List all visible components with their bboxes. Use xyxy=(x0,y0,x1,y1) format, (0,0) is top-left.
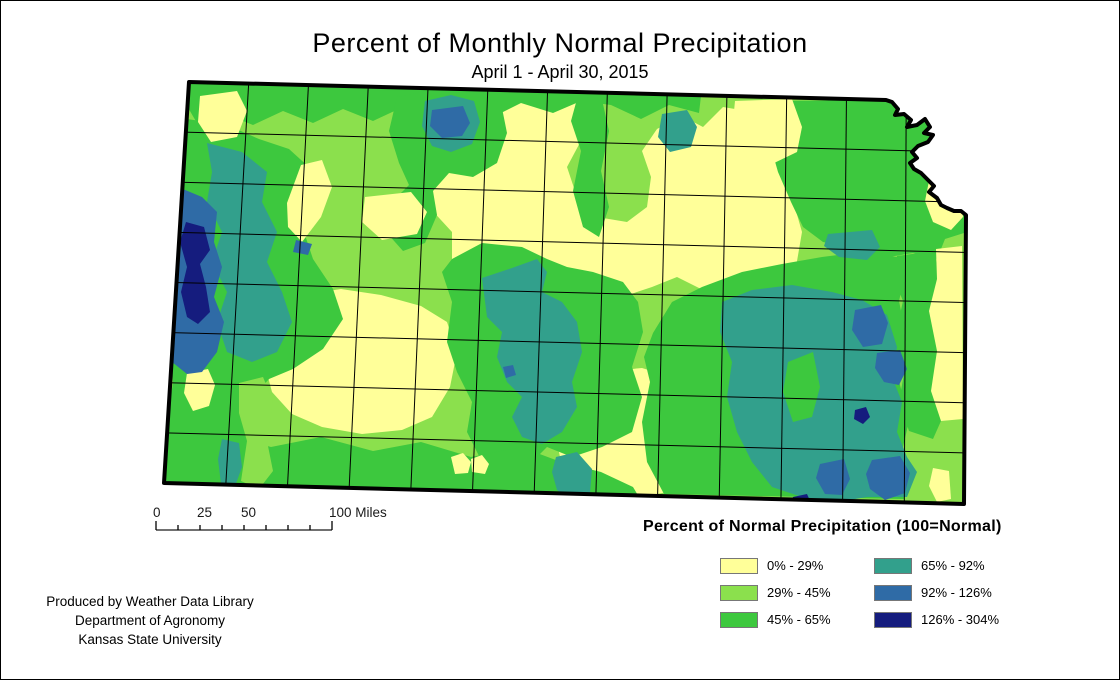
legend-label: 92% - 126% xyxy=(921,585,992,600)
legend-item: 29% - 45% xyxy=(720,584,874,601)
region-yellow-dot-south-a xyxy=(451,453,471,474)
legend-grid: 0% - 29% 29% - 45% 45% - 65% 65% - 92% 9… xyxy=(720,557,1103,628)
scale-label-25: 25 xyxy=(197,505,212,520)
legend-title: Percent of Normal Precipitation (100=Nor… xyxy=(643,518,1002,535)
scale-label-0: 0 xyxy=(153,505,161,520)
legend-item: 0% - 29% xyxy=(720,557,874,574)
legend-label: 29% - 45% xyxy=(767,585,831,600)
region-teal-ne-tip xyxy=(944,99,963,117)
county-boundary-line xyxy=(171,332,965,354)
county-boundary-line xyxy=(165,432,965,454)
scale-bar-ticks xyxy=(155,521,333,530)
region-yellow-pocket-east-edge xyxy=(929,246,963,421)
legend-item: 126% - 304% xyxy=(874,611,1028,628)
region-yellow-pocket-se-corner xyxy=(929,468,951,502)
map-subtitle: April 1 - April 30, 2015 xyxy=(471,62,649,82)
county-boundary-line xyxy=(177,231,965,253)
scale-label-50: 50 xyxy=(241,505,256,520)
region-teal-northwest-band xyxy=(207,143,292,362)
legend-label: 45% - 65% xyxy=(767,612,831,627)
county-boundaries xyxy=(165,82,965,504)
region-navy-se-dot-a xyxy=(854,407,870,424)
county-boundary-line xyxy=(180,181,965,203)
legend-item: 65% - 92% xyxy=(874,557,1028,574)
county-boundary-line xyxy=(168,382,965,404)
region-green-north-strip xyxy=(571,95,609,237)
region-blue-central-dot xyxy=(503,365,516,378)
region-teal-southwest-strip xyxy=(218,439,242,489)
region-green-patch-in-se-teal xyxy=(783,352,820,422)
legend-label: 0% - 29% xyxy=(767,558,824,573)
region-blue-flint-hills-a xyxy=(852,305,888,347)
region-green-northeast-corner xyxy=(768,100,966,259)
region-blue-top-center-core xyxy=(430,106,470,138)
legend-label: 126% - 304% xyxy=(921,612,1000,627)
region-yellow-pocket-west xyxy=(184,369,215,411)
legend-swatch-65-92 xyxy=(874,557,912,574)
credits-line-3: Kansas State University xyxy=(78,632,222,647)
legend-swatch-126-304 xyxy=(874,611,912,628)
map-title: Percent of Monthly Normal Precipitation xyxy=(312,28,808,58)
region-teal-central-blob xyxy=(482,259,582,444)
region-teal-north-dot xyxy=(658,110,697,152)
scale-bar: 0 25 50 100 Miles xyxy=(153,505,387,531)
region-lightgreen-west-wedge xyxy=(239,377,273,489)
legend-swatch-45-65 xyxy=(720,611,758,628)
legend: Percent of Normal Precipitation (100=Nor… xyxy=(643,518,1103,628)
precipitation-fill-layers xyxy=(164,82,966,504)
region-blue-nw-dash xyxy=(293,240,312,255)
scale-label-100-miles: 100 Miles xyxy=(329,505,387,520)
legend-item: 92% - 126% xyxy=(874,584,1028,601)
credits-line-2: Department of Agronomy xyxy=(74,613,226,628)
legend-swatch-92-126 xyxy=(874,584,912,601)
region-navy-west-core xyxy=(180,222,210,324)
legend-item: 45% - 65% xyxy=(720,611,874,628)
legend-swatch-29-45 xyxy=(720,584,758,601)
legend-swatch-0-29 xyxy=(720,557,758,574)
county-boundary-line xyxy=(174,282,965,303)
region-blue-south-east-b xyxy=(866,456,910,500)
region-teal-flint-hills-north xyxy=(824,230,880,260)
region-teal-south-center-strip xyxy=(552,452,592,500)
credits-line-1: Produced by Weather Data Library xyxy=(46,594,254,609)
county-boundary-line xyxy=(183,131,965,153)
region-yellow-pocket-nw-streak xyxy=(287,160,332,242)
region-yellow-pocket-nw-corner xyxy=(198,91,247,142)
region-yellow-dot-south-b xyxy=(471,455,489,474)
region-blue-south-east-a xyxy=(816,459,850,495)
region-blue-flint-hills-b xyxy=(875,350,907,385)
legend-label: 65% - 92% xyxy=(921,558,985,573)
credits-block: Produced by Weather Data Library Departm… xyxy=(29,592,271,649)
region-yellow-pocket-north xyxy=(362,192,427,240)
